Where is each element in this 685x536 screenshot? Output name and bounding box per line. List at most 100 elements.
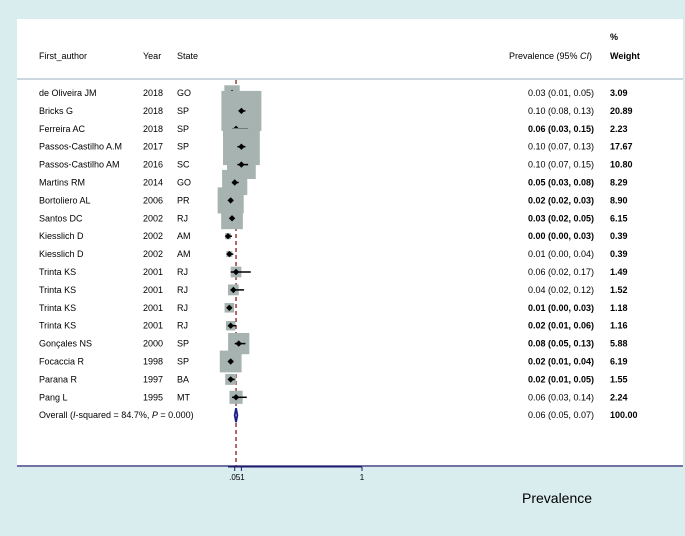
study-weight: 1.55	[610, 374, 628, 384]
header-weight-percent: %	[610, 32, 618, 42]
study-year: 1998	[143, 357, 163, 367]
study-state: SC	[177, 160, 190, 170]
study-row: Gonçales NS 2000 SP 0.08 (0.05, 0.13) 5.88	[39, 332, 628, 355]
study-weight: 5.88	[610, 339, 628, 349]
study-estimate: 0.08 (0.05, 0.13)	[528, 339, 594, 349]
study-state: MT	[177, 392, 190, 402]
study-author: de Oliveira JM	[39, 88, 97, 98]
study-estimate: 0.05 (0.03, 0.08)	[528, 178, 594, 188]
study-year: 2001	[143, 303, 163, 313]
overall-estimate: 0.06 (0.05, 0.07)	[528, 410, 594, 420]
study-row: Trinta KS 2001 RJ 0.04 (0.02, 0.12) 1.52	[39, 284, 628, 296]
study-estimate: 0.10 (0.07, 0.15)	[528, 160, 594, 170]
study-year: 2002	[143, 213, 163, 223]
study-state: AM	[177, 231, 191, 241]
study-author: Focaccia R	[39, 357, 85, 367]
study-state: AM	[177, 249, 191, 259]
study-author: Martins RM	[39, 178, 85, 188]
study-state: RJ	[177, 285, 188, 295]
study-estimate: 0.06 (0.03, 0.14)	[528, 392, 594, 402]
study-weight: 20.89	[610, 106, 633, 116]
study-weight: 0.39	[610, 231, 628, 241]
header-weight: Weight	[610, 51, 640, 61]
study-state: SP	[177, 142, 189, 152]
study-state: PR	[177, 195, 190, 205]
overall-row: Overall (I-squared = 84.7%, P = 0.000) 0.…	[39, 408, 638, 423]
point-estimate	[231, 179, 238, 186]
study-weight: 6.19	[610, 357, 628, 367]
study-year: 2018	[143, 88, 163, 98]
study-author: Bortoliero AL	[39, 195, 91, 205]
study-year: 2018	[143, 106, 163, 116]
overall-diamond	[233, 408, 239, 423]
study-author: Passos-Castilho AM	[39, 160, 120, 170]
study-row: Pang L 1995 MT 0.06 (0.03, 0.14) 2.24	[39, 390, 628, 404]
study-weight: 1.18	[610, 303, 628, 313]
study-author: Trinta KS	[39, 303, 76, 313]
study-weight: 8.90	[610, 195, 628, 205]
study-year: 2001	[143, 321, 163, 331]
study-weight: 8.29	[610, 178, 628, 188]
study-year: 2000	[143, 339, 163, 349]
study-row: Trinta KS 2001 RJ 0.01 (0.00, 0.03) 1.18	[39, 303, 628, 313]
study-weight: 1.16	[610, 321, 628, 331]
study-year: 1997	[143, 374, 163, 384]
study-state: RJ	[177, 213, 188, 223]
study-state: SP	[177, 339, 189, 349]
point-estimate	[232, 268, 240, 276]
study-weight: 1.52	[610, 285, 628, 295]
study-weight: 2.24	[610, 392, 628, 402]
study-state: BA	[177, 374, 189, 384]
plot-panel	[17, 19, 683, 467]
point-estimate	[227, 197, 234, 204]
study-state: RJ	[177, 321, 188, 331]
study-estimate: 0.01 (0.00, 0.04)	[528, 249, 594, 259]
study-state: GO	[177, 88, 191, 98]
study-author: Trinta KS	[39, 267, 76, 277]
study-year: 2001	[143, 267, 163, 277]
point-estimate	[238, 143, 245, 150]
study-state: RJ	[177, 303, 188, 313]
overall-weight: 100.00	[610, 410, 638, 420]
study-weight: 10.80	[610, 160, 633, 170]
study-author: Pang L	[39, 392, 68, 402]
point-estimate	[230, 286, 237, 294]
study-year: 2001	[143, 285, 163, 295]
header-estimate: Prevalence (95% CI)	[509, 51, 592, 61]
study-estimate: 0.02 (0.01, 0.04)	[528, 357, 594, 367]
study-state: RJ	[177, 267, 188, 277]
study-year: 1995	[143, 392, 163, 402]
point-estimate	[227, 322, 234, 329]
study-author: Kiesslich D	[39, 231, 84, 241]
point-estimate	[226, 304, 233, 311]
study-author: Ferreira AC	[39, 124, 86, 134]
study-state: SP	[177, 106, 189, 116]
point-estimate	[224, 233, 232, 240]
study-estimate: 0.00 (0.00, 0.03)	[528, 231, 594, 241]
study-weight: 3.09	[610, 88, 628, 98]
study-row: Kiesslich D 2002 AM 0.01 (0.00, 0.04) 0.39	[39, 249, 628, 259]
header-state: State	[177, 51, 198, 61]
x-tick-label: 1	[360, 473, 365, 482]
study-row: Trinta KS 2001 RJ 0.02 (0.01, 0.06) 1.16	[39, 321, 628, 331]
study-state: SP	[177, 124, 189, 134]
study-author: Kiesslich D	[39, 249, 84, 259]
study-state: GO	[177, 178, 191, 188]
x-tick-label: .1	[238, 473, 245, 482]
study-author: Trinta KS	[39, 285, 76, 295]
study-year: 2014	[143, 178, 163, 188]
study-estimate: 0.03 (0.01, 0.05)	[528, 88, 594, 98]
study-year: 2017	[143, 142, 163, 152]
study-year: 2006	[143, 195, 163, 205]
study-author: Santos DC	[39, 213, 83, 223]
overall-label: Overall (I-squared = 84.7%, P = 0.000)	[39, 410, 194, 420]
study-weight: 6.15	[610, 213, 628, 223]
study-year: 2018	[143, 124, 163, 134]
point-estimate	[238, 107, 245, 115]
study-estimate: 0.06 (0.03, 0.15)	[528, 124, 594, 134]
study-author: Parana R	[39, 374, 78, 384]
study-row: Trinta KS 2001 RJ 0.06 (0.02, 0.17) 1.49	[39, 266, 628, 278]
point-estimate	[235, 340, 242, 347]
study-state: SP	[177, 357, 189, 367]
